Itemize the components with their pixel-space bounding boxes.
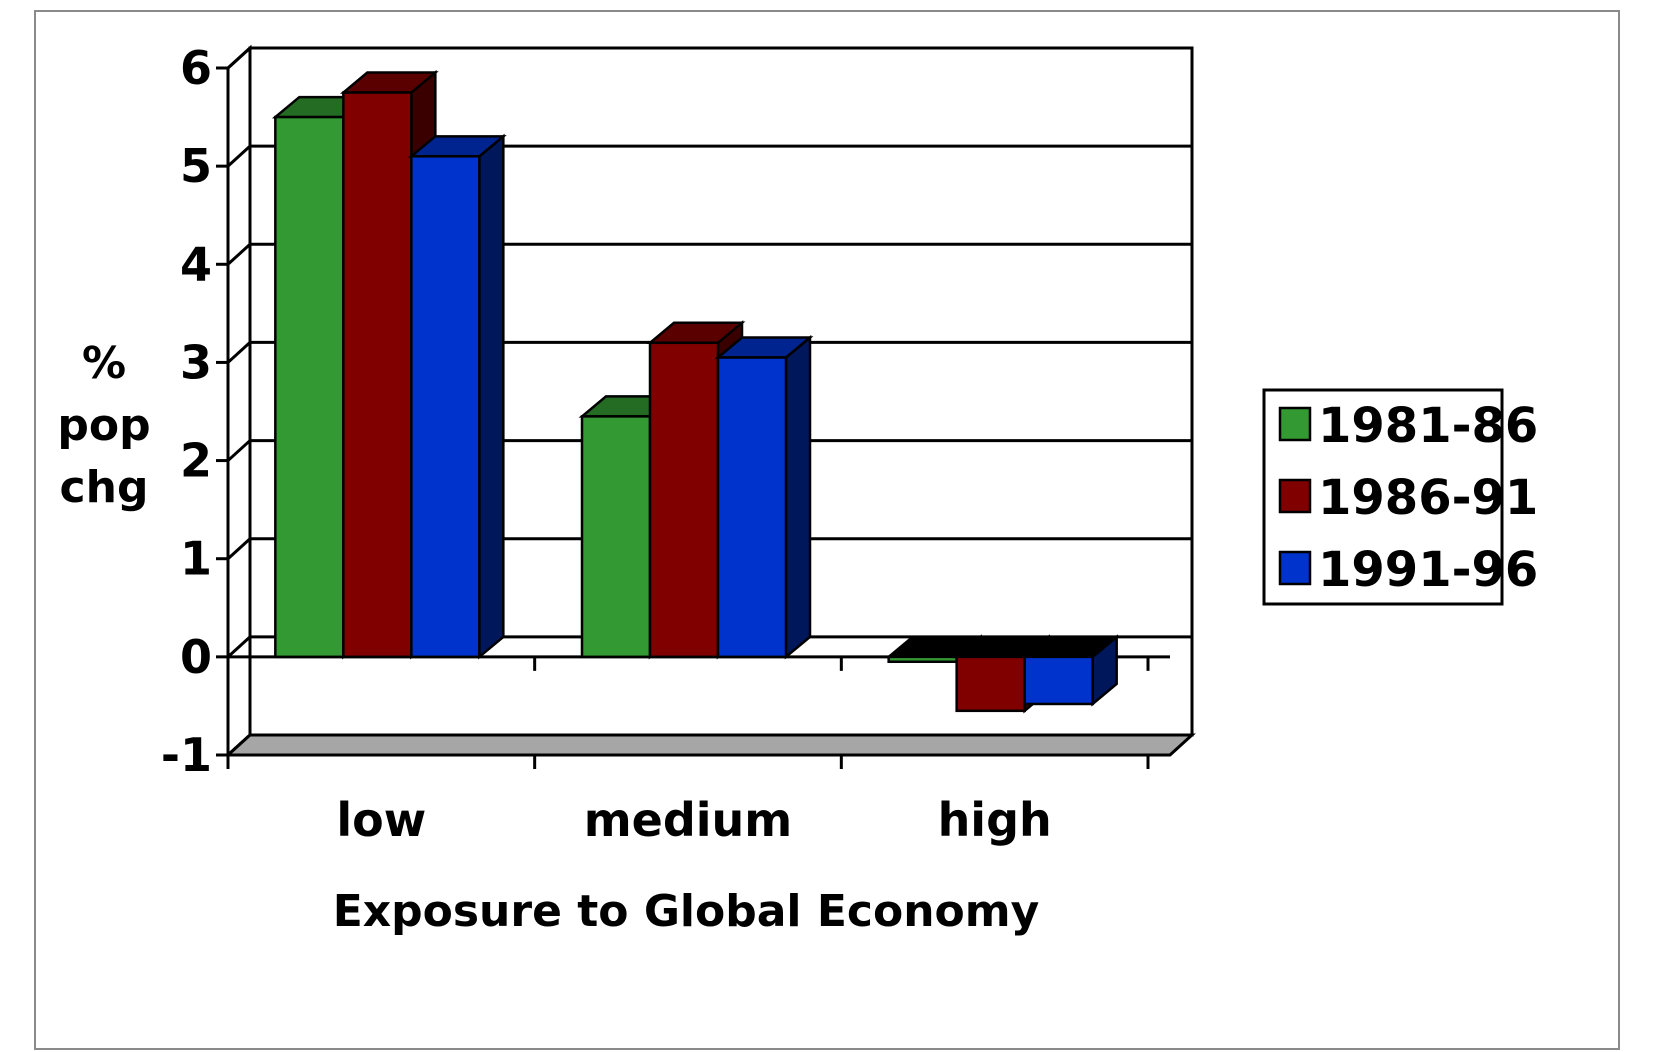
gridline bbox=[226, 242, 1192, 266]
legend-label: 1981-86 bbox=[1318, 398, 1538, 454]
legend-label: 1991-96 bbox=[1318, 542, 1538, 598]
y-tick-label: 3 bbox=[180, 335, 212, 389]
y-tick-label: 0 bbox=[180, 630, 212, 684]
gridline bbox=[226, 537, 1192, 560]
side-wall bbox=[226, 44, 252, 759]
y-tick-label: 6 bbox=[180, 41, 212, 95]
gridline bbox=[226, 46, 1192, 70]
bar-medium-1991-96 bbox=[714, 334, 814, 660]
y-tick-label: 1 bbox=[180, 532, 212, 586]
legend-swatch bbox=[1278, 550, 1312, 586]
y-tick-label: 2 bbox=[180, 434, 212, 488]
legend-label: 1986-91 bbox=[1318, 470, 1538, 526]
bar-low-1991-96 bbox=[407, 133, 507, 660]
y-axis-title-line: pop bbox=[57, 400, 150, 451]
gridline bbox=[226, 635, 1192, 658]
category-label: medium bbox=[584, 793, 793, 847]
y-tick-label: 4 bbox=[180, 237, 212, 291]
y-tick-label: -1 bbox=[161, 728, 212, 782]
gridline bbox=[226, 340, 1192, 364]
chart-floor bbox=[224, 733, 1196, 757]
bar-chart: -1 0 1 2 3 4 5 6 low medium high Exposure to Glob… bbox=[57, 41, 1538, 937]
chart-frame: -1 0 1 2 3 4 5 6 low medium high Exposure to Glob… bbox=[34, 10, 1620, 1050]
y-axis-title-line: chg bbox=[60, 462, 149, 513]
category-label: low bbox=[336, 793, 426, 847]
legend-swatch bbox=[1278, 406, 1312, 442]
y-axis-title-line: % bbox=[82, 338, 126, 389]
floor-plane bbox=[224, 733, 1196, 757]
category-label: high bbox=[938, 793, 1052, 847]
gridline bbox=[226, 439, 1192, 462]
bar-high-1991-96 bbox=[1021, 634, 1121, 707]
y-tick-labels: -1 0 1 2 3 4 5 6 bbox=[161, 41, 212, 782]
legend-swatch bbox=[1278, 478, 1312, 514]
y-axis-title: % pop chg bbox=[57, 338, 150, 513]
gridlines bbox=[226, 46, 1192, 757]
y-tick-label: 5 bbox=[180, 139, 212, 193]
x-axis-title: Exposure to Global Economy bbox=[333, 886, 1040, 937]
legend: 1981-86 1986-91 1991-96 bbox=[1262, 388, 1538, 606]
category-labels: low medium high bbox=[336, 793, 1051, 847]
bars bbox=[271, 69, 1121, 714]
gridline bbox=[226, 144, 1192, 168]
